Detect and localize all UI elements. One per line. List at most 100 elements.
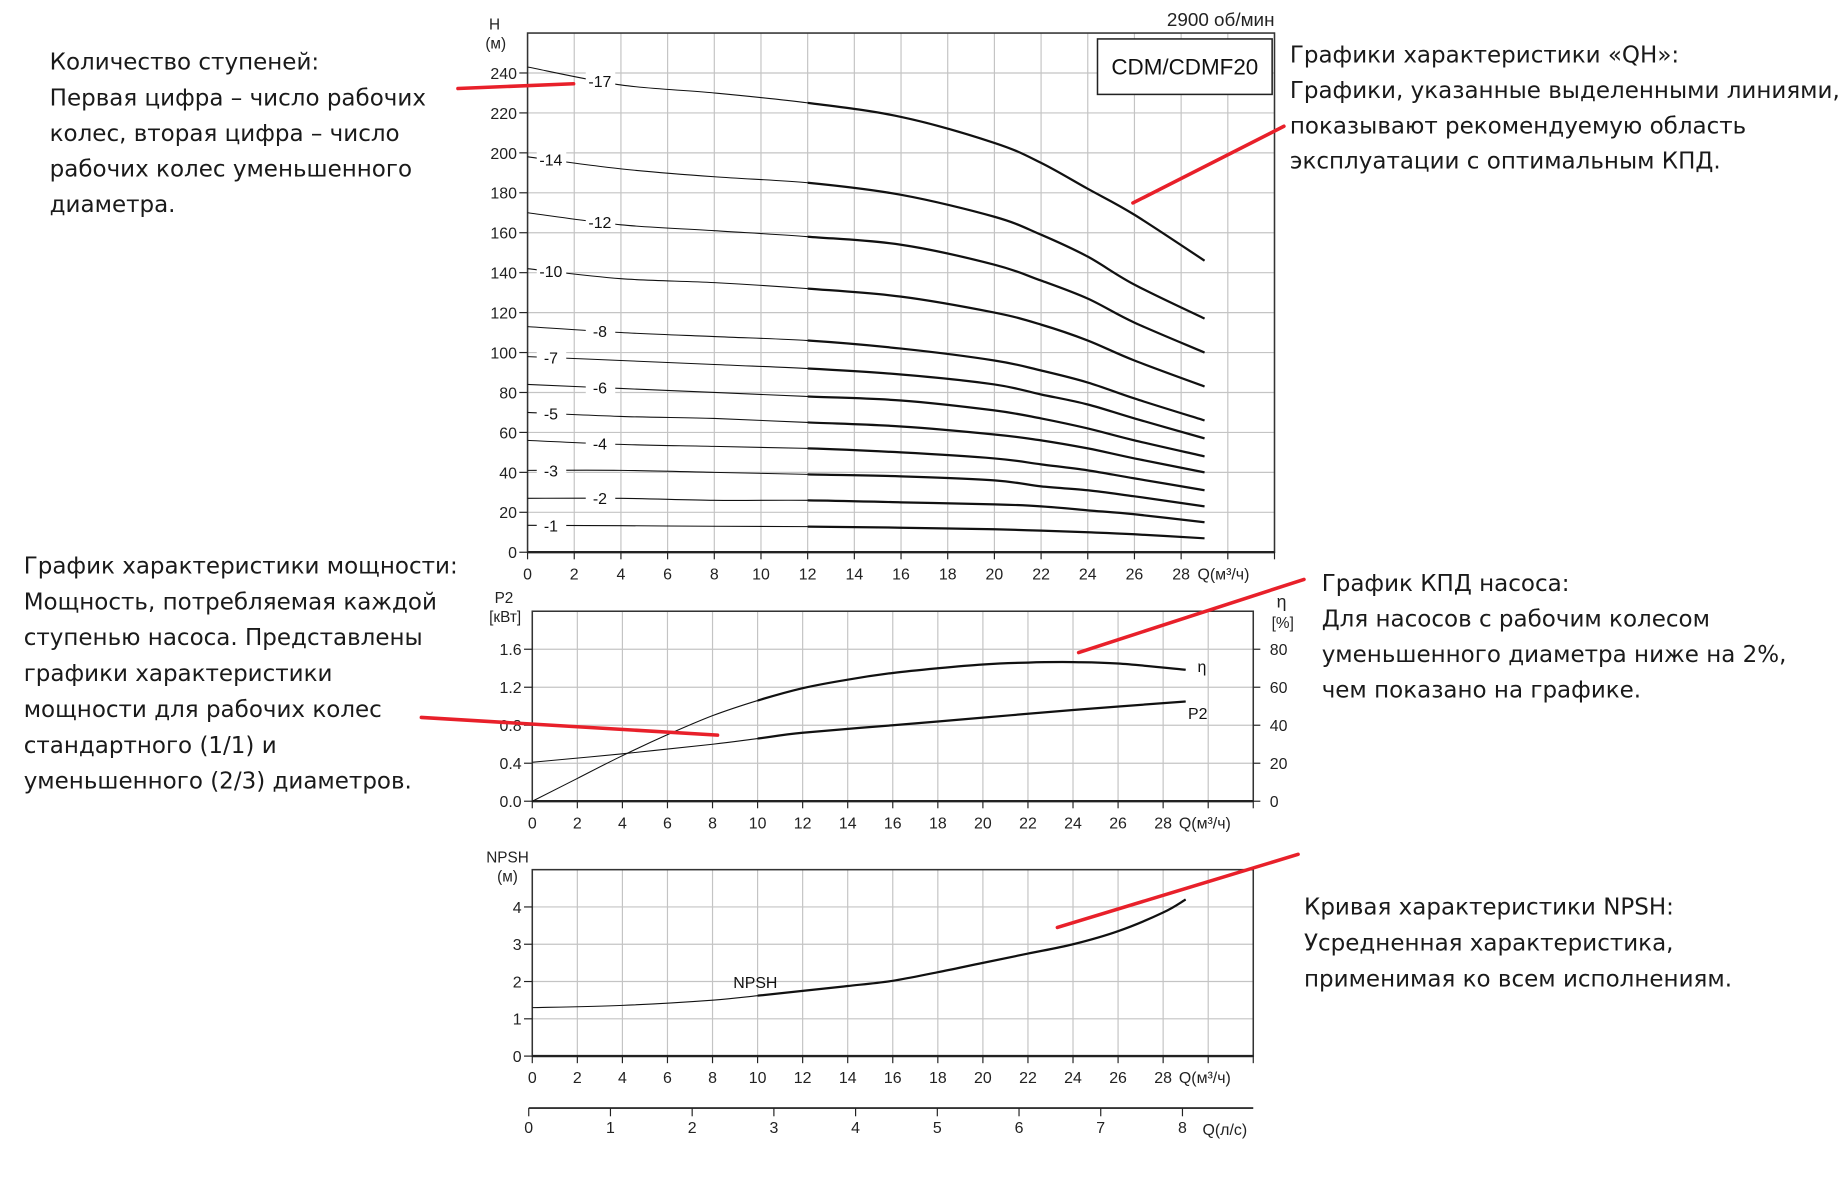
qh-curve-line bbox=[527, 156, 1205, 320]
power-curve-line bbox=[532, 700, 1186, 763]
npsh-x-axis-title: Q(м³/ч) bbox=[1179, 1070, 1231, 1087]
npsh-y-tick-label: 0 bbox=[513, 1049, 522, 1066]
eta-tick-label: 60 bbox=[1270, 680, 1288, 697]
annotation-line: График характеристики мощности: bbox=[24, 553, 458, 579]
qh-series: -6 bbox=[527, 378, 1205, 458]
flow-ls-axis: 0 1 2 3 4 5 6 7 8 Q(л/с) bbox=[524, 1107, 1254, 1139]
stage-label: -8 bbox=[593, 324, 607, 341]
qh-x-tick-label: 2 bbox=[570, 566, 579, 583]
efficiency-series: η bbox=[532, 659, 1206, 802]
npsh-x-tick-label: 14 bbox=[839, 1070, 857, 1087]
flow-ls-tick-label: 8 bbox=[1178, 1120, 1187, 1137]
pw-x-tick-label: 4 bbox=[618, 815, 627, 832]
stage-label-bg bbox=[585, 212, 616, 231]
qh-y-tick-label: 120 bbox=[490, 306, 517, 323]
qh-x-tick-label: 10 bbox=[752, 566, 770, 583]
stage-label: -10 bbox=[539, 264, 562, 281]
annotation-qh: Графики характеристики «QH»: Графики, ука… bbox=[1290, 43, 1840, 175]
qh-x-tick-label: 28 bbox=[1172, 566, 1190, 583]
annotation-power: График характеристики мощности: Мощность,… bbox=[24, 553, 458, 794]
stage-label-bg bbox=[536, 261, 567, 280]
qh-y-tick-label: 140 bbox=[490, 266, 517, 283]
qh-curve-line bbox=[527, 268, 1205, 387]
qh-curve-line bbox=[527, 212, 1205, 354]
stage-label: -3 bbox=[544, 463, 558, 480]
annotations: Количество ступеней: Первая цифра – число… bbox=[24, 43, 1840, 993]
npsh-x-tick-label: 26 bbox=[1109, 1070, 1127, 1087]
npsh-x-tick-label: 12 bbox=[794, 1070, 812, 1087]
stage-label-bg bbox=[585, 71, 616, 90]
qh-series: -14 bbox=[527, 150, 1206, 320]
qh-y-tick-label: 200 bbox=[490, 146, 517, 163]
npsh-x-tick-label: 28 bbox=[1154, 1070, 1172, 1087]
eta-tick-label: 0 bbox=[1270, 794, 1279, 811]
annotation-stages: Количество ступеней: Первая цифра – число… bbox=[50, 50, 426, 219]
annotation-line: колес, вторая цифра – число bbox=[50, 121, 400, 147]
pw-y-tick-label: 0.4 bbox=[500, 756, 522, 773]
annotation-npsh: Кривая характеристики NPSH: Усредненная х… bbox=[1304, 895, 1732, 993]
qh-y-tick-label: 0 bbox=[508, 545, 517, 562]
qh-y-tick-label: 180 bbox=[490, 186, 517, 203]
annotation-line: диаметра. bbox=[50, 192, 176, 218]
qh-x-tick-label: 26 bbox=[1126, 566, 1144, 583]
stage-label: -7 bbox=[544, 350, 558, 367]
model-box-frame bbox=[1096, 38, 1273, 96]
qh-x-tick-label: 22 bbox=[1032, 566, 1050, 583]
qh-y-tick-label: 100 bbox=[490, 345, 517, 362]
stage-label: -6 bbox=[593, 380, 607, 397]
pw-x-tick-label: 6 bbox=[663, 815, 672, 832]
qh-x-tick-label: 6 bbox=[663, 566, 672, 583]
qh-series: -2 bbox=[527, 488, 1205, 524]
pw-x-tick-label: 8 bbox=[708, 815, 717, 832]
qh-curve-recommended-range bbox=[807, 181, 1206, 320]
qh-series: -8 bbox=[527, 321, 1205, 422]
eta-tick-label: 80 bbox=[1270, 642, 1288, 659]
efficiency-curve-label: η bbox=[1197, 659, 1206, 676]
qh-x-tick-label: 24 bbox=[1079, 566, 1097, 583]
npsh-y-tick-label: 2 bbox=[513, 974, 522, 991]
annotation-line: Усредненная характеристика, bbox=[1304, 930, 1674, 956]
annotation-line: Графики, указанные выделенными линиями, bbox=[1290, 78, 1840, 104]
npsh-x-tick-label: 4 bbox=[618, 1070, 627, 1087]
annotation-line: рабочих колес уменьшенного bbox=[50, 157, 412, 183]
qh-series: -4 bbox=[527, 434, 1205, 492]
pointer-qh bbox=[1131, 124, 1286, 205]
annotation-line: уменьшенного диаметра ниже на 2%, bbox=[1322, 642, 1787, 668]
qh-x-tick-label: 8 bbox=[710, 566, 719, 583]
qh-x-axis-title: Q(м³/ч) bbox=[1197, 566, 1249, 583]
pw-y-tick-label: 1.6 bbox=[500, 642, 522, 659]
pw-x-tick-label: 10 bbox=[749, 815, 767, 832]
annotation-line: Мощность, потребляемая каждой bbox=[24, 589, 437, 615]
stage-label: -14 bbox=[539, 153, 562, 170]
annotation-line: эксплуатации с оптимальным КПД. bbox=[1290, 149, 1721, 175]
flow-ls-tick-label: 1 bbox=[606, 1120, 615, 1137]
annotation-line: График КПД насоса: bbox=[1322, 571, 1570, 597]
qh-series: -12 bbox=[527, 212, 1205, 354]
pointer-efficiency bbox=[1076, 577, 1306, 655]
annotation-line: стандартного (1/1) и bbox=[24, 733, 277, 759]
qh-x-tick-label: 12 bbox=[799, 566, 817, 583]
qh-curve-line bbox=[527, 439, 1205, 491]
stage-label-bg bbox=[585, 434, 616, 452]
stage-label-bg bbox=[536, 150, 567, 169]
qh-curve-line bbox=[527, 66, 1205, 262]
annotation-pointers bbox=[419, 82, 1306, 930]
npsh-x-tick-label: 8 bbox=[708, 1070, 717, 1087]
stage-label-bg bbox=[536, 404, 567, 422]
qh-x-tick-label: 16 bbox=[892, 566, 910, 583]
qh-curve-recommended-range bbox=[807, 235, 1205, 354]
power-efficiency-chart: P2 [кВт] η [%] 0 2 4 6 8 10 12 14 16 18 20 22 24 26 28… bbox=[489, 590, 1294, 832]
annotation-line: чем показано на графике. bbox=[1322, 677, 1641, 703]
stage-label: -12 bbox=[588, 215, 611, 232]
qh-y-axis-unit: (м) bbox=[485, 35, 506, 52]
eta-tick-label: 40 bbox=[1270, 718, 1288, 735]
stage-label-bg bbox=[585, 488, 616, 507]
annotation-line: Кривая характеристики NPSH: bbox=[1304, 895, 1674, 921]
pw-x-tick-label: 12 bbox=[794, 815, 812, 832]
qh-curve-line bbox=[527, 383, 1205, 457]
qh-curve-recommended-range bbox=[807, 525, 1205, 540]
eta-tick-label: 20 bbox=[1270, 756, 1288, 773]
annotation-line: Для насосов с рабочим колесом bbox=[1322, 607, 1710, 633]
power-series: P2 bbox=[532, 700, 1208, 763]
